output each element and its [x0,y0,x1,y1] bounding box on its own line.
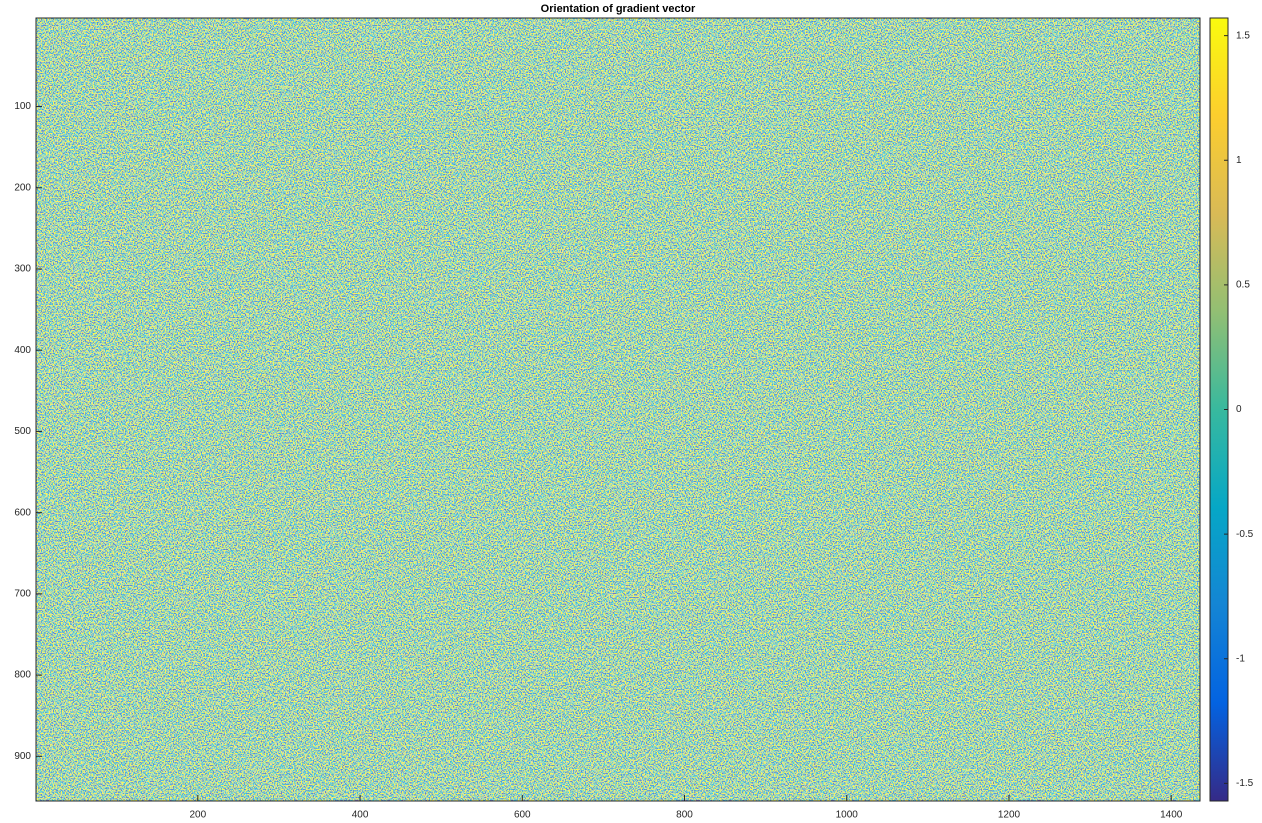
chart: Orientation of gradient vector 200 400 600… [0,0,1262,823]
colorbar-tick-label: 0 [1236,404,1242,415]
x-tick-label: 600 [514,810,531,821]
y-tick-label: 500 [14,426,31,437]
x-tick-label: 1400 [1160,810,1183,821]
colorbar-tick-label: 0.5 [1236,280,1250,291]
colorbar-tick-label: -0.5 [1236,529,1254,540]
y-tick-label: 600 [14,507,31,518]
y-tick-label: 300 [14,264,31,275]
colorbar-tick-label: 1.5 [1236,30,1250,41]
x-tick-label: 800 [676,810,693,821]
y-tick-label: 100 [14,101,31,112]
y-tick-label: 800 [14,670,31,681]
y-tick-label: 700 [14,589,31,600]
x-tick-label: 1200 [998,810,1021,821]
x-tick-label: 400 [352,810,369,821]
y-tick-label: 200 [14,182,31,193]
x-tick-label: 1000 [836,810,859,821]
y-tick-label: 400 [14,345,31,356]
chart-title: Orientation of gradient vector [541,3,696,15]
colorbar-tick-label: -1.5 [1236,778,1254,789]
y-tick-label: 900 [14,751,31,762]
colorbar-tick-label: -1 [1236,653,1245,664]
image-texture [36,18,1200,801]
x-tick-label: 200 [189,810,206,821]
colorbar-tick-label: 1 [1236,155,1242,166]
